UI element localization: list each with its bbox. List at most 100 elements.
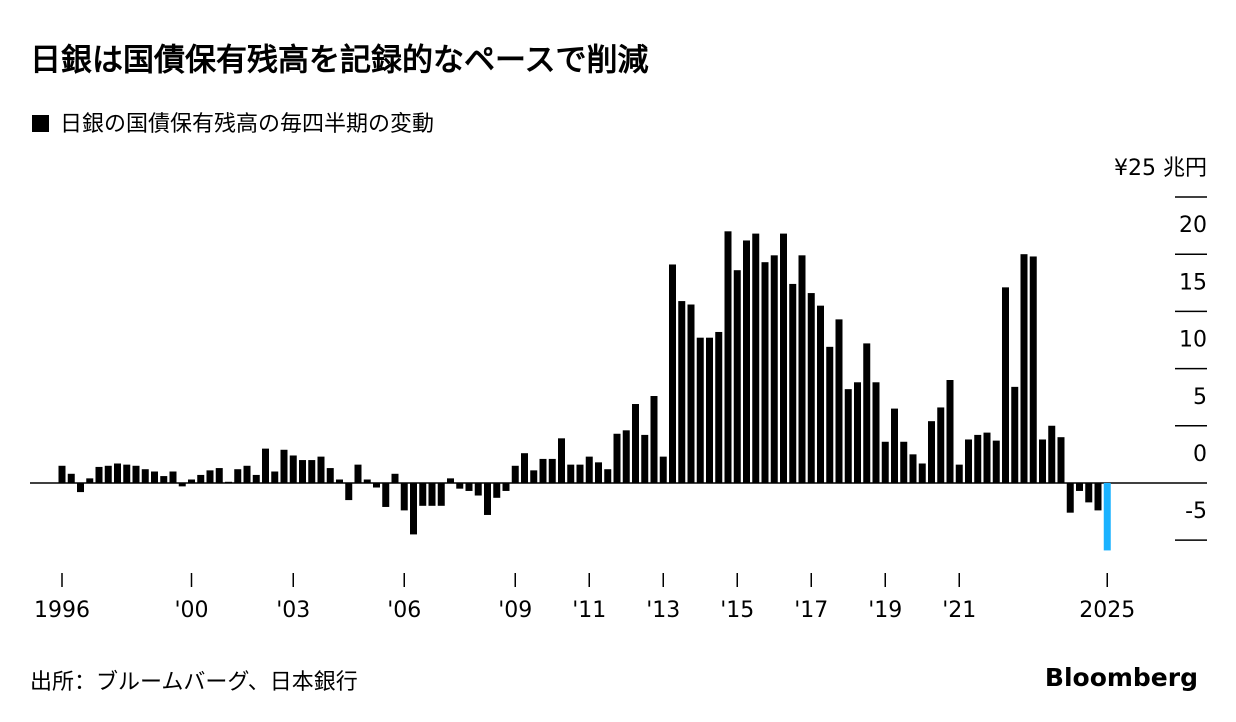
bar: [706, 337, 713, 483]
y-tick-label: 5: [1193, 385, 1207, 410]
bar: [169, 471, 177, 483]
x-tick-label: 1996: [34, 598, 90, 623]
x-tick-label: '17: [794, 598, 828, 623]
bar: [280, 449, 288, 483]
bar: [548, 458, 556, 483]
bar: [752, 233, 760, 483]
chart-title: 日銀は国債保有残高を記録的なペースで削減: [30, 43, 648, 79]
bar: [114, 463, 121, 483]
bar: [317, 456, 325, 483]
bar: [622, 430, 630, 483]
bar: [326, 468, 334, 483]
bar: [447, 478, 454, 483]
bar: [373, 482, 380, 488]
x-tick-label: 2025: [1079, 598, 1135, 623]
bar: [521, 453, 528, 483]
bar: [632, 404, 639, 483]
bar: [1076, 482, 1083, 491]
bar: [641, 434, 649, 483]
bar: [1011, 386, 1019, 483]
bar: [289, 455, 297, 483]
bar: [1029, 256, 1037, 483]
bar: [854, 382, 861, 483]
bar: [835, 319, 843, 483]
bar: [678, 301, 686, 483]
bar: [659, 456, 667, 483]
bar: [696, 337, 704, 483]
bar: [132, 465, 140, 483]
bar: [1002, 287, 1009, 483]
bar: [881, 441, 889, 483]
bar: [1020, 254, 1028, 483]
bar: [1039, 439, 1046, 483]
bar: [493, 482, 501, 498]
x-tick-label: '15: [720, 598, 754, 623]
bar: [474, 482, 482, 496]
bar: [863, 343, 871, 483]
bar: [123, 464, 131, 483]
bar: [1066, 482, 1074, 513]
bar: [955, 464, 963, 483]
bar: [613, 433, 621, 483]
bar: [382, 482, 390, 507]
bar: [770, 255, 778, 483]
bar: [1085, 482, 1093, 503]
bar: [928, 421, 935, 483]
bar: [86, 478, 94, 483]
bar: [428, 482, 436, 506]
bar: [262, 448, 269, 483]
bar: [77, 482, 84, 493]
x-tick-label: '00: [174, 598, 208, 623]
x-tick-label: '06: [387, 598, 421, 623]
bar: [243, 465, 251, 483]
bar: [965, 439, 972, 483]
bar: [104, 465, 112, 483]
bar: [992, 440, 1000, 483]
legend-swatch: [32, 115, 49, 132]
bar: [558, 438, 565, 483]
bar: [354, 464, 362, 483]
bar: [67, 473, 75, 483]
x-tick-label: '03: [276, 598, 310, 623]
bar: [206, 470, 214, 483]
bar: [983, 432, 991, 483]
bar: [465, 482, 473, 491]
bar: [308, 460, 316, 483]
bar: [410, 482, 417, 535]
bar: [271, 471, 279, 483]
bar: [724, 231, 732, 483]
bar: [891, 408, 898, 483]
bar: [437, 482, 445, 506]
bar: [530, 470, 538, 483]
bar: [252, 474, 260, 483]
bar: [511, 465, 519, 483]
bar: [946, 380, 954, 483]
bar: [974, 434, 982, 483]
bar: [789, 283, 797, 483]
bar: [567, 464, 575, 483]
y-tick-label: ¥25 兆円: [1114, 156, 1207, 181]
bar: [909, 454, 917, 483]
bar: [761, 262, 769, 483]
bar: [807, 293, 815, 483]
y-tick-label: 15: [1179, 270, 1207, 295]
bar: [225, 481, 232, 483]
bar: [400, 482, 408, 511]
x-tick-label: '09: [498, 598, 532, 623]
y-tick-label: 10: [1179, 328, 1207, 353]
source: 出所：ブルームバーグ、日本銀行: [30, 670, 358, 695]
bar: [419, 482, 427, 506]
bar: [604, 469, 612, 483]
bar: [900, 441, 908, 483]
bar: [715, 331, 723, 483]
bar: [197, 474, 205, 483]
bar: [595, 462, 602, 483]
bar: [826, 346, 834, 483]
bar: [817, 305, 824, 483]
bar: [585, 456, 593, 483]
bar: [456, 482, 464, 489]
bar: [733, 270, 741, 483]
bar: [215, 468, 223, 483]
brand: Bloomberg: [1045, 663, 1198, 692]
